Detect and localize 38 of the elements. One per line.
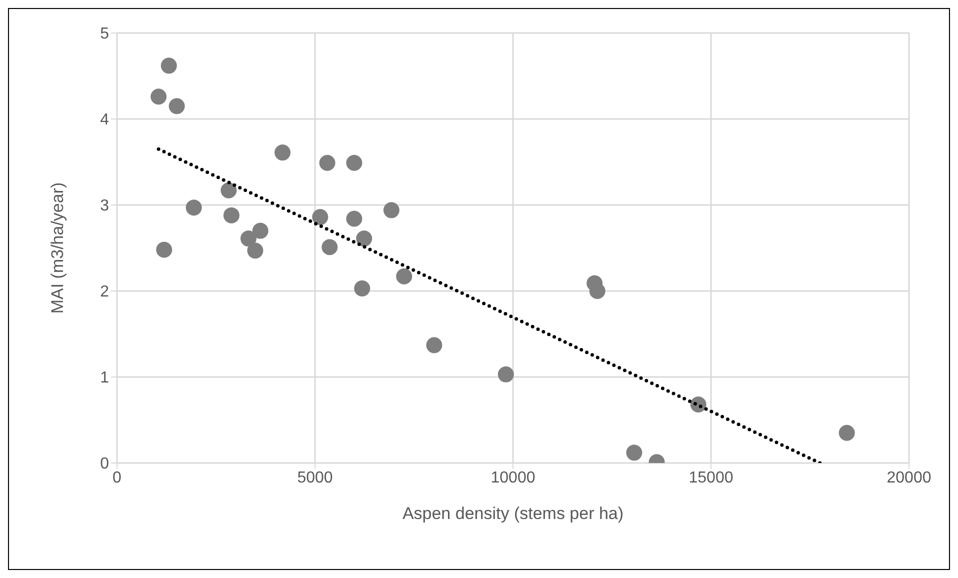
y-tick-label: 2: [100, 284, 110, 301]
x-tick-label: 20000: [886, 469, 932, 486]
x-axis-title: Aspen density (stems per ha): [402, 504, 624, 523]
point: [252, 222, 268, 239]
point: [312, 209, 328, 226]
point: [838, 424, 855, 441]
point: [589, 283, 606, 299]
y-axis-title: MAI (m3/ha/year): [48, 182, 68, 314]
point: [150, 88, 167, 105]
y-tick-label: 0: [100, 456, 110, 473]
point: [186, 200, 202, 216]
point: [240, 230, 256, 247]
point: [626, 444, 642, 461]
point: [346, 210, 362, 227]
y-tick-label: 3: [100, 198, 110, 215]
point: [319, 154, 336, 171]
x-tick-label: 0: [112, 469, 122, 486]
point: [498, 366, 514, 382]
y-tick-label: 4: [100, 112, 110, 129]
point: [346, 154, 362, 171]
point: [383, 202, 400, 218]
point: [274, 144, 291, 161]
point: [156, 242, 172, 258]
point: [354, 280, 370, 296]
y-tick-label: 5: [100, 26, 110, 43]
point: [426, 337, 442, 354]
point: [220, 182, 237, 198]
point: [247, 242, 264, 259]
x-tick-label: 10000: [490, 469, 536, 486]
point: [356, 230, 372, 247]
x-tick-label: 5000: [297, 469, 333, 486]
point: [223, 207, 240, 224]
point: [168, 98, 185, 114]
point: [322, 239, 338, 256]
y-tick-label: 1: [100, 370, 110, 387]
point: [160, 58, 177, 74]
x-tick-label: 15000: [688, 469, 734, 486]
point: [396, 268, 412, 284]
